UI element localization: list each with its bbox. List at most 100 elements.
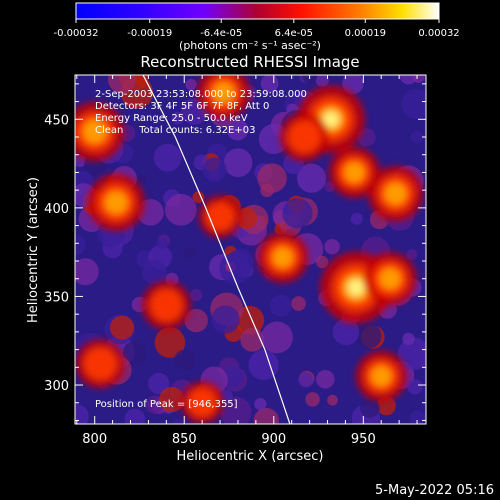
texture-blob — [122, 340, 147, 365]
x-tick-label: 850 — [172, 432, 197, 447]
texture-blob — [148, 372, 170, 395]
texture-blob — [412, 75, 425, 83]
y-tick-label: 300 — [44, 379, 69, 394]
texture-blob — [407, 379, 423, 395]
annotation-block: 2-Sep-2003 23:53:08.000 to 23:59:08.000 … — [95, 89, 307, 136]
texture-blob — [124, 408, 146, 424]
texture-blob — [184, 308, 208, 333]
texture-blob — [253, 407, 279, 424]
x-tick-label: 800 — [82, 432, 107, 447]
texture-blob — [298, 372, 314, 388]
texture-blob — [354, 322, 382, 350]
hot-spot-mid — [150, 289, 183, 322]
hot-spot-core — [347, 279, 365, 296]
texture-blob — [174, 349, 196, 371]
texture-blob — [156, 237, 168, 250]
texture-blob — [254, 398, 267, 411]
y-tick-label: 450 — [44, 113, 69, 128]
hot-spot-core — [323, 111, 339, 128]
x-axis-label: Heliocentric X (arcsec) — [177, 449, 324, 464]
texture-blob — [332, 318, 360, 346]
texture-blob — [159, 387, 185, 413]
colorbar-tick-label: 6.4e-05 — [275, 28, 313, 39]
texture-blob — [235, 207, 258, 229]
texture-blob — [153, 143, 182, 172]
hot-spot-inner — [213, 82, 235, 104]
colorbar-tick-label: -0.00032 — [54, 28, 99, 39]
texture-blob — [154, 327, 186, 358]
texture-blob — [248, 349, 279, 381]
colorbar-units: (photons cm⁻² s⁻¹ asec⁻²) — [179, 39, 321, 52]
y-tick-label: 400 — [44, 202, 69, 217]
texture-blob — [406, 249, 418, 260]
texture-blob — [410, 130, 424, 144]
x-tick-label: 900 — [261, 432, 286, 447]
texture-blob — [282, 198, 313, 229]
hot-spot-mid — [205, 202, 235, 231]
texture-blob — [397, 337, 426, 370]
texture-blob — [409, 410, 426, 424]
texture-blob — [261, 321, 293, 354]
texture-blob — [291, 296, 306, 311]
texture-blob — [184, 247, 197, 260]
texture-blob — [297, 163, 327, 193]
plot-frame — [74, 74, 427, 425]
texture-blob — [75, 234, 86, 256]
colorbar-tick-label: 0.00032 — [418, 28, 459, 39]
texture-blob — [223, 148, 253, 178]
texture-blob — [173, 418, 184, 424]
axes: 800 850 900 950 300 350 400 450 — [44, 75, 426, 447]
texture-blob — [315, 75, 329, 87]
texture-blob — [202, 157, 227, 182]
texture-blob — [342, 75, 364, 95]
colorbar-tick-label: -0.00019 — [127, 28, 172, 39]
chart-title: Reconstructed RHESSI Image — [140, 53, 359, 71]
texture-blob — [316, 370, 335, 389]
texture-blob — [192, 191, 205, 204]
texture-blob — [360, 398, 380, 418]
colorbar-gradient — [75, 2, 440, 20]
hot-spot-mid — [287, 120, 321, 154]
texture-blob — [305, 392, 320, 407]
x-tick-label: 950 — [351, 432, 376, 447]
texture-blob — [164, 193, 197, 226]
colorbar: -0.00032 -0.00019 -6.4e-05 6.4e-05 0.00019 0.… — [54, 2, 460, 52]
hot-spot-inner — [344, 162, 365, 183]
texture-blob — [211, 305, 240, 334]
texture-blob — [327, 394, 338, 406]
colorbar-ticks: -0.00032 -0.00019 -6.4e-05 6.4e-05 0.00019 0.… — [54, 19, 460, 39]
texture-blob — [302, 75, 318, 84]
texture-blob — [142, 260, 167, 285]
texture-blob — [350, 212, 363, 225]
hot-spot-inner — [371, 365, 392, 387]
annotation-time: 2-Sep-2003 23:53:08.000 to 23:59:08.000 — [95, 89, 307, 100]
annotation-energy: Energy Range: 25.0 - 50.0 keV — [95, 113, 248, 124]
hot-spot-inner — [82, 119, 107, 144]
colorbar-tick-label: -6.4e-05 — [200, 28, 242, 39]
texture-blob — [226, 118, 249, 141]
y-axis-label: Heliocentric Y (arcsec) — [26, 177, 41, 323]
heatmap-image — [75, 75, 426, 424]
texture-blob — [75, 258, 99, 286]
y-tick-label: 350 — [44, 290, 69, 305]
texture-blob — [402, 332, 415, 346]
hot-spot-inner — [272, 247, 293, 268]
solar-limb-line — [142, 75, 291, 424]
heatmap-spots — [75, 75, 424, 424]
texture-blob — [185, 78, 197, 91]
texture-blob — [257, 163, 287, 193]
hot-spot-inner — [384, 182, 407, 205]
texture-blob — [269, 294, 292, 317]
texture-blob — [107, 75, 136, 94]
texture-blob — [171, 111, 185, 125]
hot-spot-mid — [187, 388, 217, 417]
texture-blob — [109, 315, 135, 340]
texture-blob — [190, 288, 203, 302]
peak-position-label: Position of Peak = [946,355] — [95, 399, 238, 410]
texture-blob — [324, 238, 340, 255]
texture-blob — [227, 248, 254, 276]
hot-spot-inner — [379, 268, 401, 290]
colorbar-tick-label: 0.00019 — [345, 28, 386, 39]
texture-blob — [220, 396, 252, 424]
